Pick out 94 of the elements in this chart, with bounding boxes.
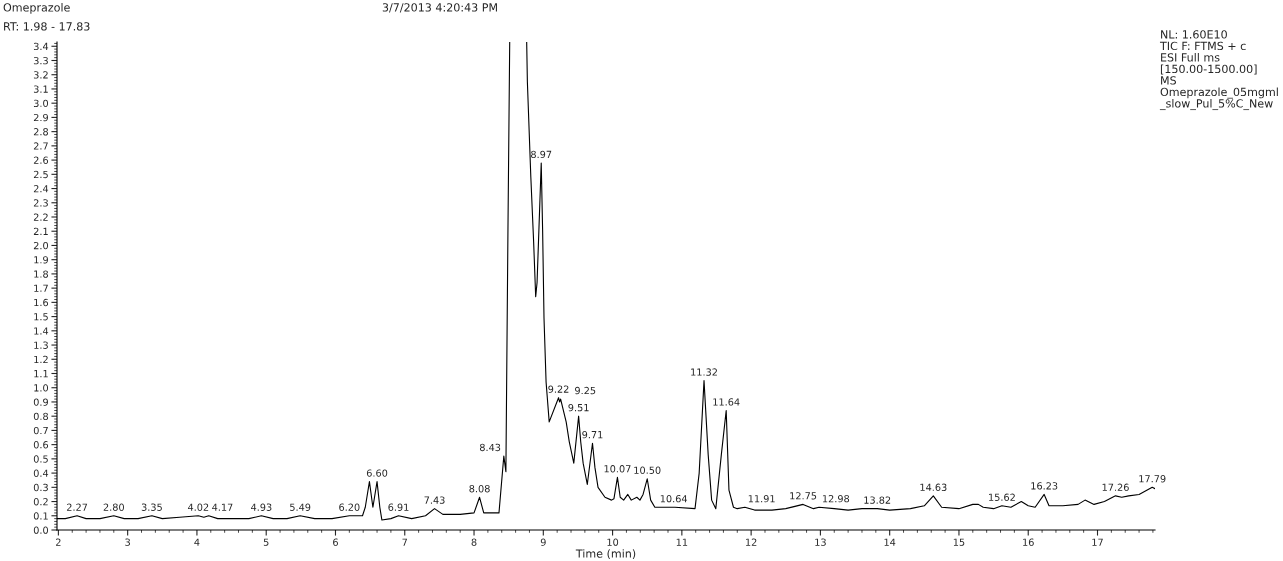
x-tick-label: 15: [953, 538, 965, 546]
text: TIC F: FTMS + c: [1159, 41, 1246, 51]
y-tick-label: 2.4: [33, 185, 49, 193]
x-tick-label: 13: [815, 538, 826, 546]
annotation: 4.17: [212, 503, 233, 511]
annotation: 16.23: [1031, 482, 1058, 490]
x-tick-label: 17: [1092, 538, 1103, 546]
annotation: 5.49: [290, 503, 311, 511]
annotation: 8.97: [531, 150, 552, 159]
y-tick-label: 3.3: [33, 56, 48, 65]
annotation: 8.08: [469, 485, 490, 493]
annotation: 7.43: [424, 496, 445, 504]
x-tick-label: 2: [56, 538, 61, 546]
x-tick-label: 14: [884, 538, 896, 546]
y-tick-label: 2.1: [33, 227, 48, 235]
annotation: 2.27: [66, 503, 88, 511]
y-tick-label: 1.5: [34, 313, 48, 321]
y-tick-label: 0.2: [33, 498, 48, 506]
y-tick-label: 3.0: [33, 99, 49, 108]
y-tick-label: 1.3: [34, 341, 48, 349]
y-tick-label: 0.7: [33, 426, 48, 435]
annotation: 3.35: [141, 503, 162, 511]
annotation: 6.20: [339, 503, 360, 511]
annotation: 9.71: [582, 430, 603, 439]
x-tick-label: 9: [540, 538, 546, 546]
annotation: 9.51: [568, 403, 589, 412]
annotation: 17.26: [1102, 483, 1129, 491]
x-tick-label: 16: [1023, 538, 1034, 546]
annotation: 10.07: [604, 465, 631, 473]
annotation: 9.22: [548, 385, 569, 393]
y-tick-label: 0.8: [33, 412, 48, 421]
y-tick-label: 3.2: [33, 71, 48, 79]
text: MS: [1161, 76, 1177, 85]
annotation: 9.25: [575, 386, 596, 395]
annotation: 12.98: [822, 495, 850, 503]
y-tick-label: 2.9: [33, 113, 48, 122]
annotation: 8.43: [479, 443, 501, 452]
y-tick-label: 0.9: [33, 398, 48, 406]
y-tick-label: 2.7: [33, 142, 48, 150]
annotation: 4.02: [187, 503, 209, 511]
y-tick-label: 0.3: [33, 483, 48, 492]
annotation: 4.93: [251, 503, 272, 511]
chart-subtitle: 3/7/2013 4:20:43 PM: [382, 3, 497, 13]
y-tick-label: 1.7: [34, 284, 48, 292]
text: RT: 1.98 - 17.83: [4, 22, 90, 31]
y-tick-label: 1.8: [34, 270, 48, 278]
y-tick-label: 0.4: [33, 469, 49, 477]
text: NL: 1.60E10: [1161, 30, 1227, 39]
annotation: 12.75: [790, 492, 817, 500]
text: _slow_Pul_5%C_New: [1159, 99, 1273, 111]
y-tick-label: 2.3: [33, 199, 48, 207]
text: [150.00-1500.00]: [1160, 64, 1257, 75]
y-tick-label: 1.0: [34, 384, 49, 392]
y-tick-label: 2.0: [33, 241, 49, 250]
annotation: 14.63: [920, 483, 947, 491]
annotation: 6.91: [388, 503, 409, 511]
x-tick-label: 5: [263, 538, 269, 546]
annotation: 10.50: [634, 466, 661, 474]
y-tick-label: 1.9: [34, 256, 48, 264]
y-tick-label: 1.1: [34, 370, 48, 378]
y-tick-label: 0.1: [33, 512, 48, 520]
y-tick-label: 2.5: [33, 170, 48, 179]
x-tick-label: 8: [471, 538, 477, 546]
y-tick-label: 2.8: [33, 128, 48, 136]
y-tick-label: 3.1: [33, 85, 48, 93]
x-tick-label: 4: [194, 538, 200, 546]
x-tick-label: 7: [402, 538, 408, 546]
x-tick-label: 11: [676, 538, 688, 546]
x-tick-label: 10: [607, 538, 619, 546]
annotation: 11.32: [691, 368, 717, 376]
annotation: 13.82: [864, 496, 891, 504]
y-tick-label: 1.6: [34, 298, 49, 307]
annotation: 15.62: [989, 493, 1015, 501]
x-tick-label: 12: [746, 538, 757, 546]
annotation: 17.79: [1139, 475, 1166, 483]
x-tick-label: 3: [125, 538, 130, 546]
text: Omeprazole_05mgml: [1160, 87, 1278, 99]
y-tick-label: 1.4: [34, 327, 49, 335]
x-tick-label: 6: [333, 538, 338, 546]
y-tick-label: 3.4: [33, 42, 49, 51]
annotation: 6.60: [366, 469, 388, 477]
annotation: 11.91: [748, 495, 775, 503]
text: ESI Full ms: [1161, 53, 1220, 62]
annotation: 10.64: [660, 495, 688, 503]
annotation: 11.64: [713, 398, 740, 406]
y-tick-label: 2.2: [33, 213, 48, 221]
y-tick-label: 0.0: [33, 526, 49, 534]
y-tick-label: 0.5: [33, 455, 48, 463]
annotation: 2.80: [103, 503, 124, 511]
chart-title: Omeprazole: [3, 3, 70, 14]
y-tick-label: 0.6: [33, 441, 49, 449]
y-tick-label: 1.2: [34, 355, 48, 363]
y-tick-label: 2.6: [33, 156, 49, 164]
x-axis-title: Time (min): [575, 549, 636, 560]
